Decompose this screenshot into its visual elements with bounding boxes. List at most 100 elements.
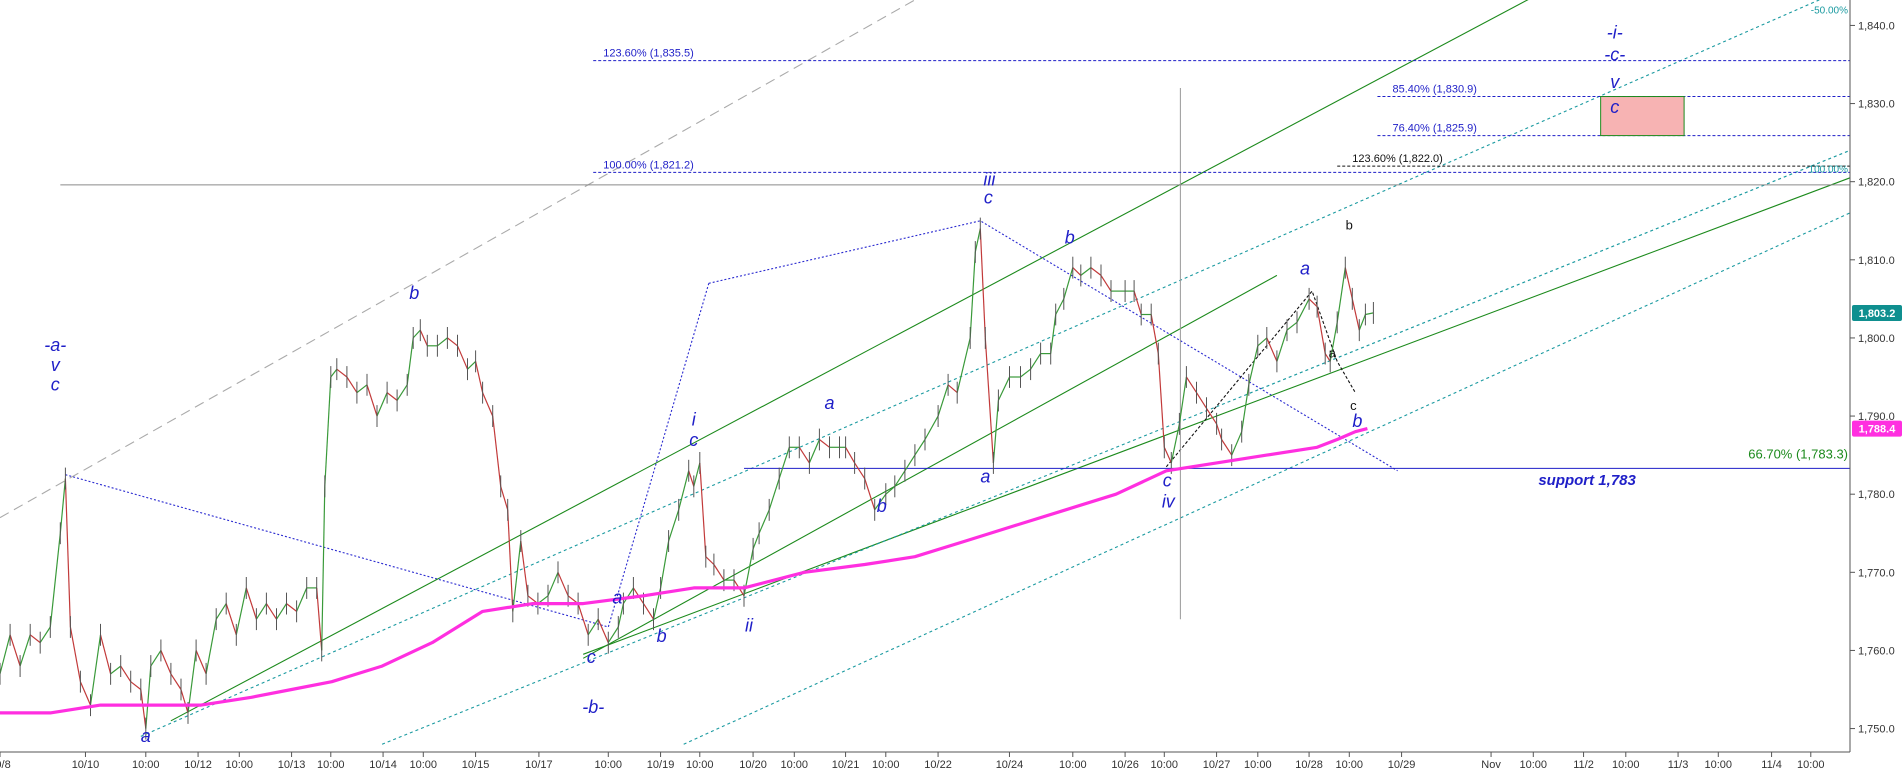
price-segment	[406, 337, 414, 385]
price-segment	[150, 650, 162, 667]
y-tick-label: 1,820.0	[1858, 177, 1895, 189]
price-segment	[9, 634, 21, 667]
x-tick-label: 10:00	[1336, 759, 1364, 771]
price-segment	[1195, 392, 1208, 409]
price-segment	[120, 665, 132, 683]
price-segment	[1178, 376, 1187, 424]
price-segment	[1020, 368, 1031, 378]
target-zone	[1600, 96, 1685, 137]
price-segment	[64, 478, 71, 628]
wave-label-27: v	[1610, 72, 1620, 92]
price-segment	[1185, 376, 1198, 393]
wave-label-20: a	[1300, 259, 1310, 279]
price-segment	[69, 626, 81, 682]
price-segment	[1072, 267, 1082, 276]
wave-label-28: c	[1610, 97, 1619, 117]
x-tick-label: 10/28	[1295, 759, 1323, 771]
price-segment	[1157, 353, 1165, 448]
wave-label-26: -c-	[1604, 45, 1625, 65]
price-segment	[500, 486, 509, 510]
price-segment	[1365, 312, 1374, 316]
x-axis: 10/8 10/10 10:00 10/12 10:00 10/13 10:00 10/14 1…	[0, 751, 1850, 771]
wave-label-4: b	[409, 283, 419, 303]
price-segment	[699, 462, 707, 557]
price-segment	[1344, 267, 1353, 300]
price-segment	[265, 603, 278, 620]
price-segment	[688, 470, 695, 487]
price-segment	[1286, 321, 1298, 331]
price-segment	[864, 478, 876, 510]
wave-label-10: c	[689, 430, 698, 450]
price-segment	[330, 368, 338, 378]
right-label-1: -50.00%	[1811, 6, 1848, 17]
price-segment	[0, 634, 11, 675]
price-segment	[170, 673, 182, 690]
trend-line-3	[170, 0, 1529, 722]
price-segment	[924, 415, 939, 440]
price-segment	[1100, 275, 1112, 292]
price-segment	[456, 345, 469, 370]
price-segment	[947, 384, 958, 394]
price-segment	[768, 478, 780, 510]
price-segment	[520, 541, 529, 596]
wave-label-18: c	[1163, 470, 1172, 490]
price-segment	[854, 462, 866, 479]
price-segment	[110, 665, 122, 675]
wave-label-0: -a-	[44, 335, 66, 355]
level-label-0: 123.60% (1,835.5)	[603, 48, 694, 60]
price-segment	[346, 376, 358, 393]
moving-average-line	[0, 427, 1368, 715]
price-segment	[845, 447, 856, 464]
price-segment	[205, 619, 217, 675]
wave-label-5: c	[587, 647, 596, 667]
wave-label-12: a	[824, 393, 834, 413]
wave-label-13: b	[877, 496, 887, 516]
price-segment	[386, 392, 398, 401]
price-segment	[396, 384, 408, 401]
price-segment	[668, 509, 680, 542]
price-segment	[412, 329, 421, 339]
price-segment	[622, 587, 634, 604]
price-segment	[437, 337, 448, 347]
price-segment	[1276, 329, 1288, 362]
price-segment	[1216, 423, 1223, 440]
price-segment	[1055, 298, 1065, 315]
price-segment	[937, 384, 949, 417]
price-segment	[29, 634, 41, 644]
wave-label-23: a	[1329, 345, 1337, 360]
x-tick-label: 11/3	[1668, 759, 1689, 771]
y-tick-label: 1,770.0	[1858, 567, 1895, 579]
x-tick-label: 10:00	[1612, 759, 1640, 771]
x-tick-label: 10/14	[369, 759, 397, 771]
price-tag-box-0	[1852, 304, 1902, 321]
price-segment	[557, 572, 569, 597]
price-segment	[607, 626, 619, 643]
wave-label-8: b	[657, 626, 667, 646]
target-zone-box	[1600, 96, 1685, 137]
price-segment	[235, 587, 247, 635]
price-segment	[914, 439, 926, 456]
price-segment	[1090, 267, 1102, 276]
price-segment	[1316, 306, 1326, 354]
price-segment	[286, 603, 297, 612]
price-segment	[752, 533, 760, 550]
x-tick-label: 10:00	[1151, 759, 1179, 771]
price-segment	[1358, 314, 1366, 331]
price-segment	[678, 470, 690, 510]
price-segment	[1231, 431, 1243, 456]
price-segment	[89, 634, 102, 706]
price-segment	[885, 485, 896, 495]
price-segment	[59, 478, 66, 534]
price-segment	[660, 540, 670, 589]
price-segment	[180, 689, 189, 714]
level-label-4: 100.00% (1,821.2)	[603, 159, 694, 171]
price-segment	[904, 454, 916, 472]
wave-label-1: v	[51, 355, 61, 375]
price-segment	[225, 603, 237, 635]
price-segment	[693, 462, 701, 487]
wave-label-25: -i-	[1607, 23, 1623, 43]
price-segment	[894, 470, 906, 487]
price-tags: 1,803.2 1,788.4	[1852, 304, 1902, 437]
x-tick-label: Nov	[1481, 759, 1501, 771]
